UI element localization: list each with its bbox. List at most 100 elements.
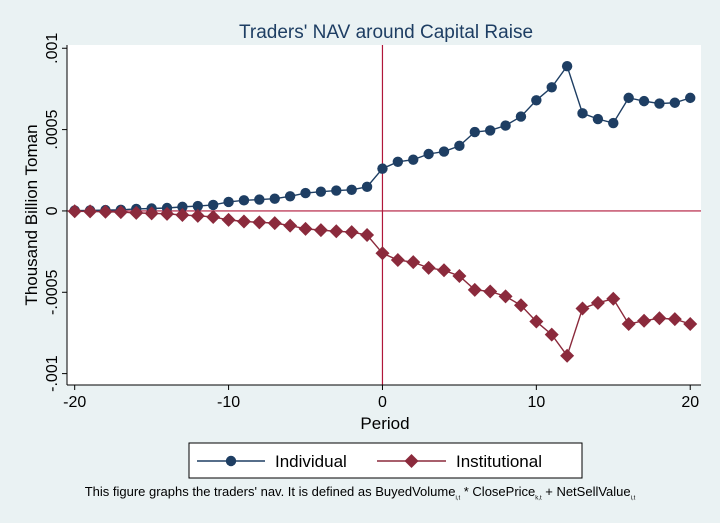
data-point-individual xyxy=(177,201,188,213)
data-point-institutional xyxy=(160,206,175,221)
data-point-institutional xyxy=(236,214,251,229)
y-tick-label: -.001 xyxy=(44,355,61,392)
data-point-individual xyxy=(654,98,665,109)
data-point-individual xyxy=(254,194,265,205)
series-layer xyxy=(67,60,698,363)
y-axis-label: Thousand Billion Toman xyxy=(22,124,41,305)
data-point-institutional xyxy=(637,313,652,328)
data-point-individual xyxy=(469,126,480,138)
data-point-individual xyxy=(669,97,681,108)
axes: -20 -10 0 10 20 -.001 -.0005 0 .0005 .001 xyxy=(44,33,701,411)
data-point-individual xyxy=(377,163,388,174)
data-point-institutional xyxy=(606,291,621,306)
data-point-institutional xyxy=(313,223,328,238)
data-point-individual xyxy=(331,185,342,196)
figure-caption: This figure graphs the traders' nav. It … xyxy=(0,484,720,502)
data-point-institutional xyxy=(452,269,467,284)
data-point-individual xyxy=(284,191,296,202)
data-point-individual xyxy=(454,140,465,152)
data-point-institutional xyxy=(406,255,421,270)
legend-marker-individual xyxy=(225,455,237,467)
data-point-individual xyxy=(608,117,619,129)
data-point-institutional xyxy=(344,225,359,240)
data-point-institutional xyxy=(206,209,221,224)
data-point-individual xyxy=(269,193,280,204)
data-point-institutional xyxy=(483,284,498,299)
data-point-institutional xyxy=(221,212,236,227)
data-point-institutional xyxy=(267,216,282,231)
legend-label-individual: Individual xyxy=(275,452,347,471)
data-point-institutional xyxy=(513,298,528,313)
data-point-individual xyxy=(638,95,650,107)
x-tick-label: -10 xyxy=(217,394,240,411)
data-point-institutional xyxy=(144,206,159,221)
x-tick-label: 10 xyxy=(527,394,545,411)
data-point-institutional xyxy=(683,316,698,331)
y-tick-label: -.0005 xyxy=(44,269,61,314)
data-point-institutional xyxy=(529,314,544,329)
data-point-institutional xyxy=(252,215,267,230)
data-point-institutional xyxy=(437,263,452,278)
data-point-individual xyxy=(300,187,311,199)
data-point-institutional xyxy=(67,204,82,219)
data-point-individual xyxy=(515,111,527,122)
legend: Individual Institutional xyxy=(188,442,583,479)
data-point-individual xyxy=(238,195,250,206)
caption-sub-1: i,t xyxy=(455,495,461,502)
x-tick-label: 20 xyxy=(681,394,699,411)
data-point-individual xyxy=(423,148,434,160)
data-point-institutional xyxy=(190,208,205,223)
data-point-individual xyxy=(392,156,404,168)
series-institutional xyxy=(67,204,698,363)
reference-lines xyxy=(67,45,701,385)
legend-label-institutional: Institutional xyxy=(456,452,542,471)
data-point-institutional xyxy=(652,311,667,326)
caption-mid-1: * ClosePrice xyxy=(460,484,536,499)
data-point-institutional xyxy=(467,282,482,297)
data-point-individual xyxy=(623,92,634,104)
data-point-individual xyxy=(484,125,496,136)
caption-text: This figure graphs the traders' nav. It … xyxy=(84,484,456,499)
data-point-individual xyxy=(408,154,419,165)
data-point-institutional xyxy=(360,228,375,243)
data-point-institutional xyxy=(560,348,575,363)
data-point-institutional xyxy=(421,260,436,275)
data-point-institutional xyxy=(544,327,559,342)
data-point-individual xyxy=(592,113,604,125)
data-point-individual xyxy=(438,146,450,157)
data-point-institutional xyxy=(129,205,144,220)
caption-sub-3: i,t xyxy=(630,495,636,502)
data-point-individual xyxy=(531,95,542,106)
data-point-individual xyxy=(561,60,573,72)
data-point-individual xyxy=(685,92,696,104)
data-point-institutional xyxy=(83,204,98,219)
chart-title: Traders' NAV around Capital Raise xyxy=(239,22,533,43)
x-axis-label: Period xyxy=(360,414,409,433)
legend-items: Individual Institutional xyxy=(197,452,542,471)
data-point-institutional xyxy=(375,246,390,261)
y-tick-label: .001 xyxy=(44,33,61,64)
data-point-institutional xyxy=(667,312,682,327)
data-point-institutional xyxy=(329,224,344,239)
legend-marker-institutional xyxy=(404,454,419,468)
data-point-institutional xyxy=(575,301,590,316)
x-tick-label: 0 xyxy=(378,394,387,411)
data-point-institutional xyxy=(590,295,605,310)
y-tick-label: .0005 xyxy=(44,109,61,149)
y-tick-label: 0 xyxy=(44,206,61,215)
data-point-individual xyxy=(192,200,204,212)
caption-mid-2: + NetSellValue xyxy=(541,484,631,499)
data-point-institutional xyxy=(283,218,298,233)
data-point-individual xyxy=(577,108,588,119)
data-point-institutional xyxy=(98,204,113,219)
x-tick-label: -20 xyxy=(63,394,86,411)
data-point-individual xyxy=(223,196,234,208)
data-point-individual xyxy=(500,120,511,131)
data-point-institutional xyxy=(175,208,190,222)
caption-sub-2: k,t xyxy=(535,495,542,502)
data-point-individual xyxy=(315,186,327,197)
data-point-individual xyxy=(346,184,357,195)
data-point-individual xyxy=(207,199,219,211)
